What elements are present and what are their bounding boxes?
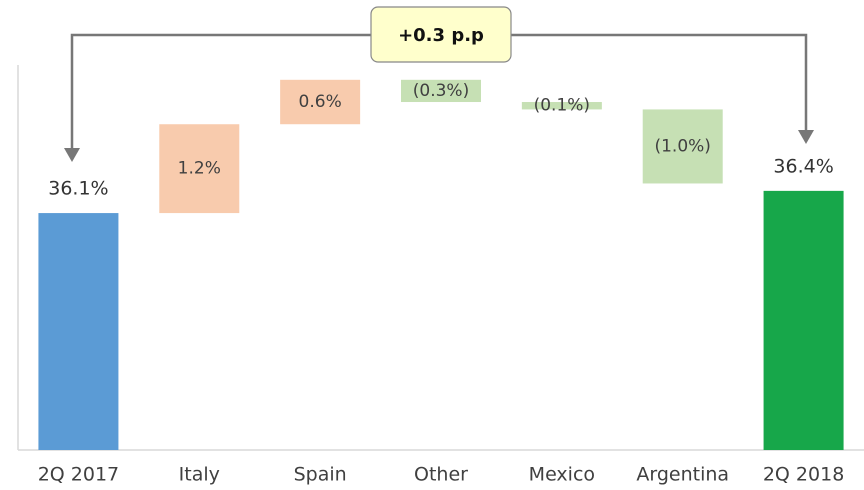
bar	[280, 79, 361, 125]
arrow-left	[64, 148, 80, 162]
x-tick-label: Italy	[179, 464, 220, 486]
value-label: 1.2%	[178, 159, 221, 179]
value-label: (0.3%)	[413, 81, 469, 101]
bar	[38, 213, 119, 450]
annotation: +0.3 p.p	[398, 25, 484, 46]
bar	[401, 79, 481, 103]
x-tick-label: Other	[414, 464, 468, 486]
bar	[159, 124, 240, 214]
bracket-left	[70, 33, 372, 150]
value-label: (1.0%)	[654, 136, 710, 156]
bracket-right	[510, 33, 808, 132]
bar	[763, 190, 844, 450]
value-label: 36.4%	[773, 155, 833, 177]
x-tick-label: Mexico	[529, 464, 595, 486]
x-tick-label: 2Q 2017	[38, 464, 119, 486]
value-label: 0.6%	[299, 92, 342, 112]
x-tick-label: 2Q 2018	[763, 464, 844, 486]
bar	[642, 109, 723, 184]
bracket	[70, 33, 808, 150]
x-tick-label: Argentina	[636, 464, 729, 486]
bar	[521, 102, 602, 110]
value-label: 36.1%	[48, 178, 108, 200]
arrow-right	[798, 130, 814, 144]
x-tick-label: Spain	[294, 464, 347, 486]
annotation-box	[370, 6, 512, 63]
value-label: (0.1%)	[534, 96, 590, 116]
